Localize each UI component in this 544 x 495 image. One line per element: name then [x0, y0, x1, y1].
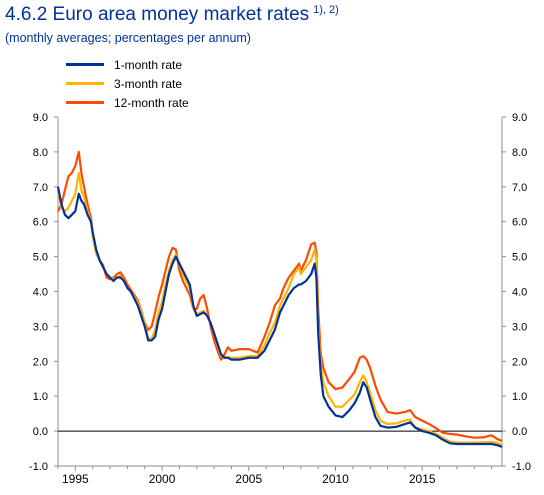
chart-title-footnote: 1), 2) — [313, 4, 339, 16]
y-tick-label-left: 9.0 — [33, 112, 48, 124]
y-tick-label-right: 6.0 — [512, 217, 527, 229]
y-tick-label-left: 2.0 — [33, 356, 48, 368]
series-line-1-month-rate — [56, 186, 503, 448]
y-tick-label-left: 8.0 — [33, 147, 48, 159]
y-tick-label-left: 6.0 — [33, 217, 48, 229]
y-tick-label-right: 8.0 — [512, 147, 527, 159]
legend-label-1-month: 1-month rate — [114, 57, 183, 72]
legend-item-1-month: 1-month rate — [66, 55, 189, 74]
y-tick-label-right: 0.0 — [512, 426, 527, 438]
y-tick-label-right: -1.0 — [512, 461, 531, 473]
x-tick-label: 2010 — [322, 472, 349, 486]
x-tick-label: 2000 — [149, 472, 176, 486]
y-tick-label-left: -1.0 — [29, 461, 48, 473]
y-tick-label-right: 2.0 — [512, 356, 527, 368]
y-tick-label-left: 3.0 — [33, 321, 48, 333]
y-tick-label-left: 4.0 — [33, 287, 48, 299]
y-tick-label-right: 4.0 — [512, 287, 527, 299]
x-tick-label: 2015 — [409, 472, 436, 486]
chart-title-text: 4.6.2 Euro area money market rates — [5, 4, 310, 25]
legend-label-3-month: 3-month rate — [114, 76, 183, 91]
series-line-12-month-rate — [57, 150, 503, 442]
y-tick-label-right: 1.0 — [512, 391, 527, 403]
chart-subtitle: (monthly averages; percentages per annum… — [5, 31, 251, 45]
y-tick-label-right: 7.0 — [512, 182, 527, 194]
y-tick-label-left: 0.0 — [33, 426, 48, 438]
legend-item-3-month: 3-month rate — [66, 74, 189, 93]
x-tick-label: 2005 — [235, 472, 262, 486]
y-tick-label-right: 5.0 — [512, 252, 527, 264]
x-tick-label: 1995 — [62, 472, 89, 486]
legend-item-12-month: 12-month rate — [66, 93, 189, 112]
chart-title: 4.6.2 Euro area money market rates 1), 2) — [5, 4, 339, 26]
y-tick-label-right: 9.0 — [512, 112, 527, 124]
series-line-3-month-rate — [56, 171, 503, 447]
chart-legend: 1-month rate 3-month rate 12-month rate — [66, 55, 189, 112]
y-tick-label-left: 7.0 — [33, 182, 48, 194]
legend-swatch-1-month — [66, 63, 104, 66]
legend-swatch-12-month — [66, 101, 104, 104]
legend-swatch-3-month — [66, 82, 104, 85]
y-tick-label-left: 1.0 — [33, 391, 48, 403]
y-tick-label-left: 5.0 — [33, 252, 48, 264]
legend-label-12-month: 12-month rate — [114, 95, 189, 110]
y-tick-label-right: 3.0 — [512, 321, 527, 333]
